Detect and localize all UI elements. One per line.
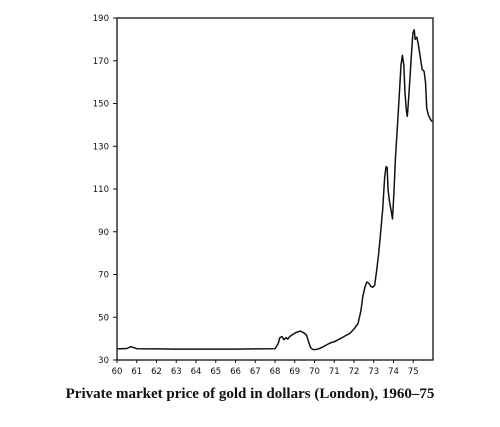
y-axis: 30 50 70 90 110 130 150 170 190 <box>93 14 117 366</box>
series-layer <box>116 29 433 351</box>
y-tick-label: 50 <box>98 313 109 323</box>
x-tick-label: 73 <box>368 367 379 377</box>
x-tick-label: 63 <box>171 367 182 377</box>
y-tick-label: 130 <box>93 142 109 152</box>
x-axis: 60 61 62 63 64 65 66 67 68 69 70 71 72 73 74 75 <box>112 360 419 377</box>
x-tick-label: 64 <box>191 367 202 377</box>
y-tick-label: 110 <box>93 185 109 195</box>
x-tick-label: 74 <box>388 367 399 377</box>
line-chart: 60 61 62 63 64 65 66 67 68 69 70 71 72 73 74 75 30 50 70 9… <box>93 14 434 377</box>
chart-title: Private market price of gold in dollars … <box>65 386 435 402</box>
plot-frame <box>116 17 434 361</box>
x-tick-label: 68 <box>270 367 281 377</box>
y-tick-label: 30 <box>98 356 109 366</box>
x-tick-label: 75 <box>408 367 419 377</box>
x-tick-label: 69 <box>289 367 300 377</box>
x-tick-label: 62 <box>151 367 162 377</box>
x-tick-label: 70 <box>309 367 320 377</box>
y-tick-label: 150 <box>93 100 109 110</box>
x-tick-label: 61 <box>131 367 142 377</box>
x-tick-label: 60 <box>112 367 123 377</box>
x-tick-label: 65 <box>210 367 221 377</box>
x-tick-label: 66 <box>230 367 241 377</box>
y-tick-label: 70 <box>98 271 109 281</box>
series-line-gold-price <box>116 29 433 351</box>
y-tick-label: 170 <box>93 57 109 67</box>
y-tick-label: 90 <box>98 228 109 238</box>
y-tick-label: 190 <box>93 14 109 24</box>
x-tick-label: 67 <box>250 367 261 377</box>
x-tick-label: 71 <box>329 367 340 377</box>
x-tick-label: 72 <box>349 367 360 377</box>
